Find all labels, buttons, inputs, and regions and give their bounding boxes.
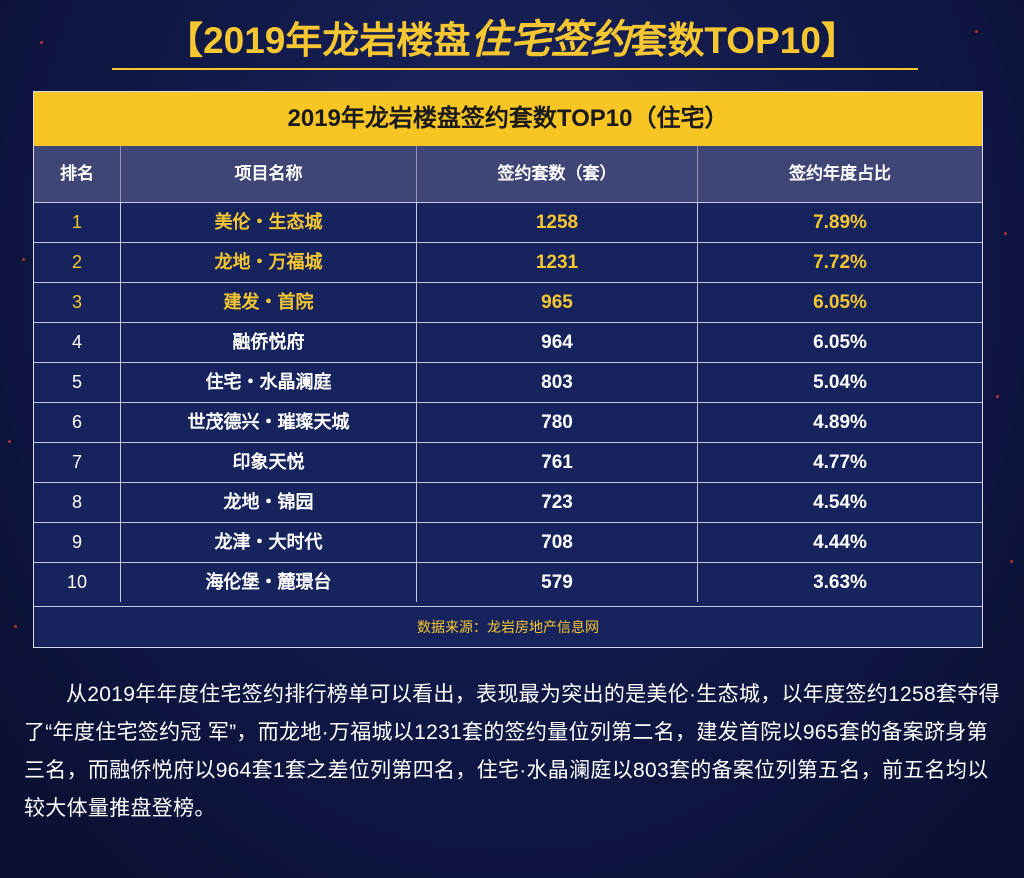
table-row: 6 世茂德兴・璀璨天城 780 4.89% — [34, 402, 982, 442]
count-cell: 965 — [417, 283, 698, 322]
rank-cell: 10 — [34, 563, 121, 602]
summary-paragraph: 从2019年年度住宅签约排行榜单可以看出，表现最为突出的是美伦·生态城，以年度签… — [24, 683, 1000, 820]
share-cell: 5.04% — [813, 372, 867, 393]
count-cell: 708 — [417, 523, 698, 562]
share-cell: 4.44% — [813, 532, 867, 553]
share-cell: 7.89% — [813, 212, 867, 233]
table-row: 9 龙津・大时代 708 4.44% — [34, 522, 982, 562]
decor-spark — [975, 30, 978, 33]
column-header-share: 签约年度占比 — [698, 146, 982, 202]
table-row: 3 建发・首院 965 6.05% — [34, 282, 982, 322]
count-cell: 723 — [417, 483, 698, 522]
rank-cell: 8 — [34, 483, 121, 522]
share-cell: 6.05% — [813, 292, 867, 313]
table-row: 7 印象天悦 761 4.77% — [34, 442, 982, 482]
rank-cell: 3 — [34, 283, 121, 322]
table-row: 10 海伦堡・麓璟台 579 3.63% — [34, 562, 982, 602]
project-name-cell: 印象天悦 — [121, 443, 417, 482]
project-name-cell: 世茂德兴・璀璨天城 — [121, 403, 417, 442]
decor-spark — [40, 41, 43, 44]
rank-cell: 7 — [34, 443, 121, 482]
share-cell: 4.89% — [813, 412, 867, 433]
table-row: 2 龙地・万福城 1231 7.72% — [34, 242, 982, 282]
ranking-table: 2019年龙岩楼盘签约套数TOP10（住宅） 排名 项目名称 签约套数（套） 签… — [33, 91, 983, 648]
share-cell: 6.05% — [813, 332, 867, 353]
project-name-cell: 住宅・水晶澜庭 — [121, 363, 417, 402]
column-header-count: 签约套数（套） — [417, 146, 698, 202]
table-row: 5 住宅・水晶澜庭 803 5.04% — [34, 362, 982, 402]
count-cell: 803 — [417, 363, 698, 402]
project-name-cell: 龙津・大时代 — [121, 523, 417, 562]
rank-cell: 6 — [34, 403, 121, 442]
share-cell: 7.72% — [813, 252, 867, 273]
table-row: 4 融侨悦府 964 6.05% — [34, 322, 982, 362]
decor-spark — [1004, 232, 1007, 235]
project-name-cell: 融侨悦府 — [121, 323, 417, 362]
rank-cell: 5 — [34, 363, 121, 402]
share-cell: 3.63% — [813, 572, 867, 593]
data-source-note: 数据来源：龙岩房地产信息网 — [34, 606, 982, 647]
table-row: 1 美伦・生态城 1258 7.89% — [34, 202, 982, 242]
project-name-cell: 龙地・锦园 — [121, 483, 417, 522]
count-cell: 1258 — [417, 203, 698, 242]
count-cell: 964 — [417, 323, 698, 362]
count-cell: 579 — [417, 563, 698, 602]
title-underline — [112, 68, 918, 70]
table-row: 8 龙地・锦园 723 4.54% — [34, 482, 982, 522]
column-header-rank: 排名 — [34, 146, 121, 202]
table-title: 2019年龙岩楼盘签约套数TOP10（住宅） — [34, 92, 982, 146]
decor-spark — [22, 258, 25, 261]
share-cell: 4.54% — [813, 492, 867, 513]
rank-cell: 9 — [34, 523, 121, 562]
decor-spark — [14, 625, 17, 628]
column-header-project: 项目名称 — [121, 146, 417, 202]
count-cell: 1231 — [417, 243, 698, 282]
title-bracket-close: 】 — [820, 20, 858, 61]
share-cell: 4.77% — [813, 452, 867, 473]
project-name-cell: 建发・首院 — [121, 283, 417, 322]
title-part-1: 2019年龙岩楼盘 — [203, 20, 471, 61]
rank-cell: 2 — [34, 243, 121, 282]
count-cell: 761 — [417, 443, 698, 482]
count-cell: 780 — [417, 403, 698, 442]
decor-spark — [1010, 560, 1013, 563]
rank-cell: 1 — [34, 203, 121, 242]
decor-spark — [996, 395, 999, 398]
title-highlight: 住宅签约 — [470, 16, 631, 63]
project-name-cell: 龙地・万福城 — [121, 243, 417, 282]
rank-cell: 4 — [34, 323, 121, 362]
project-name-cell: 海伦堡・麓璟台 — [121, 563, 417, 602]
project-name-cell: 美伦・生态城 — [121, 203, 417, 242]
page-title: 【2019年龙岩楼盘住宅签约套数TOP10】 — [0, 14, 1024, 67]
decor-spark — [8, 440, 11, 443]
title-bracket-open: 【 — [166, 20, 204, 61]
title-part-2: 套数TOP10 — [630, 20, 821, 61]
